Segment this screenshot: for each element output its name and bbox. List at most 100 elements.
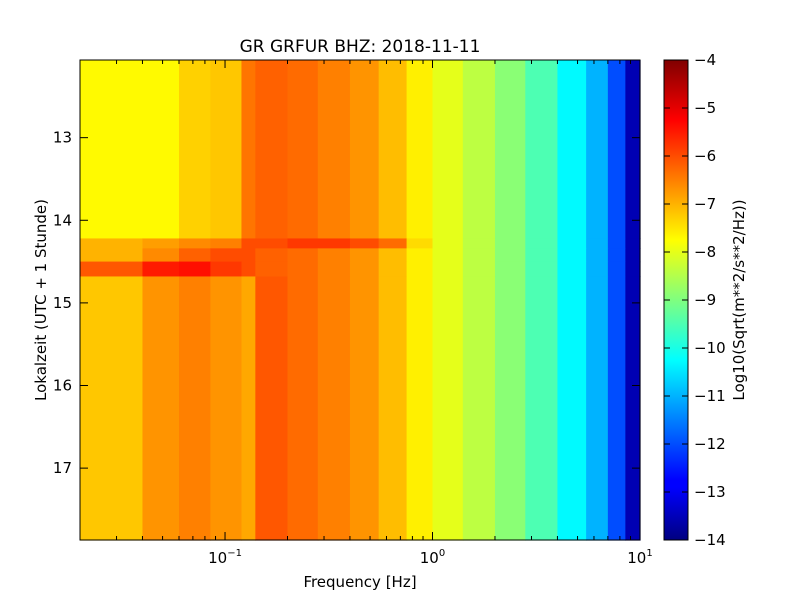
heatmap-cell — [241, 60, 256, 240]
colorbar-tick-label: −4 — [694, 51, 716, 69]
x-tick-label: 100 — [420, 548, 445, 567]
heatmap-cell — [586, 261, 609, 278]
heatmap-cell — [462, 248, 496, 263]
colorbar-tick-label: −12 — [694, 435, 726, 453]
colorbar-tick-label: −9 — [694, 291, 716, 309]
heatmap-cell — [80, 276, 144, 541]
heatmap-cell — [142, 60, 180, 240]
colorbar-tick-label: −10 — [694, 339, 726, 357]
heatmap-cell — [287, 261, 319, 278]
heatmap-cell — [378, 248, 408, 263]
heatmap-cell — [179, 60, 211, 240]
y-tick-label: 13 — [53, 129, 72, 147]
heatmap-cell — [287, 238, 319, 249]
y-tick-label: 15 — [53, 294, 72, 312]
colorbar-tick-label: −6 — [694, 147, 716, 165]
heatmap-cell — [462, 261, 496, 278]
heatmap-cell — [287, 276, 319, 541]
heatmap-cell — [625, 261, 641, 278]
heatmap-cell — [607, 248, 626, 263]
heatmap-cell — [179, 248, 211, 263]
heatmap-cell — [607, 238, 626, 249]
heatmap-cell — [462, 60, 496, 240]
heatmap-cell — [432, 60, 464, 240]
heatmap-cell — [80, 261, 144, 278]
heatmap-cell — [406, 60, 434, 240]
heatmap-cell — [557, 60, 587, 240]
heatmap-cell — [525, 238, 559, 249]
heatmap-cell — [557, 248, 587, 263]
heatmap-cell — [349, 261, 380, 278]
heatmap-cell — [525, 60, 559, 240]
heatmap-cell — [210, 60, 243, 240]
heatmap-cell — [625, 276, 641, 541]
heatmap-cell — [241, 261, 256, 278]
plot-area-frame — [79, 59, 641, 541]
heatmap-cell — [494, 60, 526, 240]
colorbar-tick-label: −13 — [694, 483, 726, 501]
heatmap-cell — [494, 261, 526, 278]
x-axis: 10−1 100 101 — [79, 60, 653, 567]
heatmap-cell — [586, 276, 609, 541]
heatmap-cell — [349, 60, 380, 240]
heatmap-cell — [462, 238, 496, 249]
heatmap-cell — [80, 248, 144, 263]
heatmap-cell — [179, 238, 211, 249]
heatmap-cell — [179, 261, 211, 278]
y-axis-label: Lokalzeit (UTC + 1 Stunde) — [32, 199, 50, 401]
colorbar-tick-label: −14 — [694, 531, 726, 549]
heatmap-cell — [625, 248, 641, 263]
heatmap-cell — [406, 248, 434, 263]
heatmap-cell — [462, 276, 496, 541]
heatmap-cell — [241, 248, 256, 263]
heatmap-cell — [378, 261, 408, 278]
heatmap-cell — [317, 261, 351, 278]
colorbar-tick-label: −8 — [694, 243, 716, 261]
heatmap-cell — [625, 238, 641, 249]
heatmap-cell — [525, 248, 559, 263]
heatmap-cell — [210, 248, 243, 263]
heatmap-cell — [210, 238, 243, 249]
heatmap-cell — [317, 276, 351, 541]
colorbar-tick-label: −5 — [694, 99, 716, 117]
y-tick-label: 14 — [53, 211, 72, 229]
heatmap-cell — [255, 248, 289, 263]
heatmap-cell — [378, 238, 408, 249]
heatmap-cell — [406, 238, 434, 249]
heatmap-cell — [255, 238, 289, 249]
heatmap-cell — [142, 261, 180, 278]
heatmap-cell — [406, 261, 434, 278]
x-tick-label: 10−1 — [208, 548, 242, 567]
heatmap-cell — [607, 276, 626, 541]
heatmap-cell — [378, 60, 408, 240]
heatmap-cell — [607, 60, 626, 240]
chart-title: GR GRFUR BHZ: 2018-11-11 — [240, 37, 481, 57]
y-tick-label: 16 — [53, 377, 72, 395]
heatmap-cell — [210, 276, 243, 541]
heatmap-cell — [432, 276, 464, 541]
heatmap-cell — [210, 261, 243, 278]
y-axis: 13 14 15 16 17 — [53, 129, 640, 477]
heatmap-cell — [494, 238, 526, 249]
x-axis-label: Frequency [Hz] — [303, 573, 416, 591]
heatmap-cell — [525, 261, 559, 278]
heatmap-cell — [625, 60, 641, 240]
heatmap-cell — [179, 276, 211, 541]
heatmap-cell — [349, 238, 380, 249]
heatmap-cell — [241, 238, 256, 249]
heatmap-cell — [317, 248, 351, 263]
heatmap-cell — [525, 276, 559, 541]
heatmap-cell — [255, 60, 289, 240]
heatmap-cell — [287, 248, 319, 263]
heatmap-cell — [349, 276, 380, 541]
heatmap-cell — [142, 238, 180, 249]
heatmap-cell — [349, 248, 380, 263]
colorbar-label: Log10(Sqrt(m**2/s**2/Hz)) — [730, 199, 748, 400]
heatmap-cell — [432, 261, 464, 278]
heatmap-cell — [142, 276, 180, 541]
heatmap-cell — [317, 60, 351, 240]
heatmap-cell — [607, 261, 626, 278]
heatmap-cell — [557, 238, 587, 249]
heatmap-cell — [494, 276, 526, 541]
